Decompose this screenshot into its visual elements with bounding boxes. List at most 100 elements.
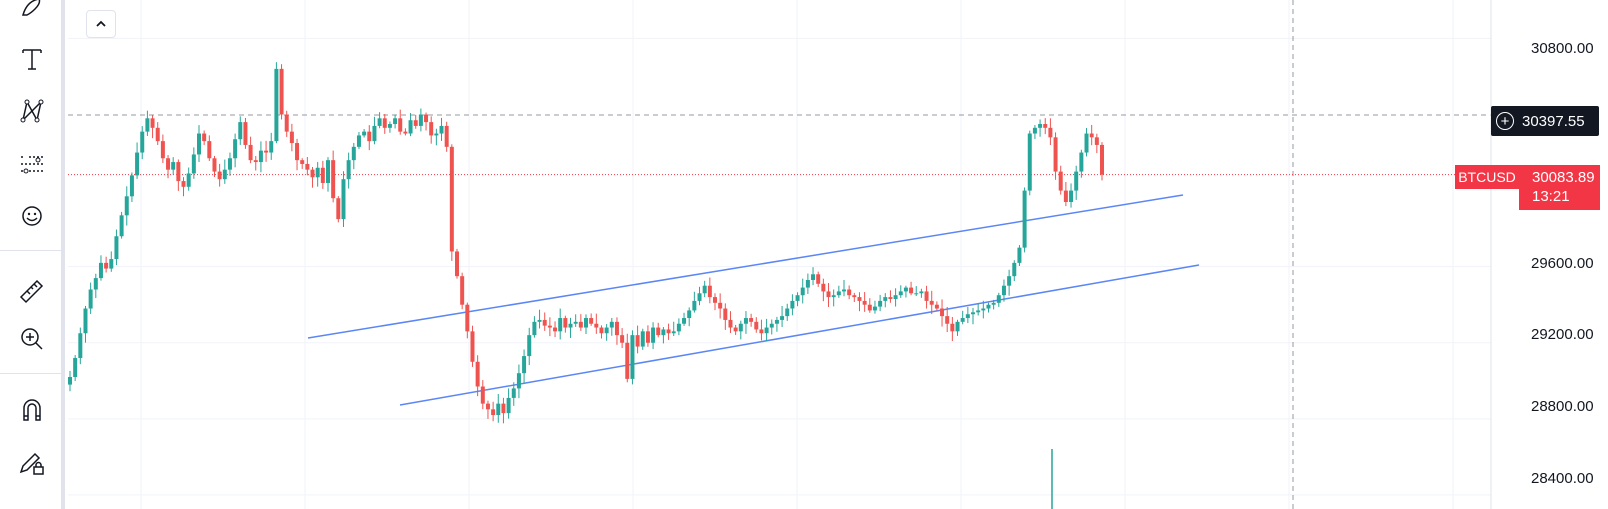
candle-body xyxy=(764,327,769,334)
candle-body xyxy=(553,327,558,332)
candle-body xyxy=(527,335,532,357)
plus-icon[interactable]: + xyxy=(1496,112,1514,130)
candle-body xyxy=(852,295,857,298)
candle-body xyxy=(1017,247,1022,263)
candle-body xyxy=(181,181,186,187)
candle-body xyxy=(733,327,738,332)
candle-body xyxy=(233,139,238,159)
candle-body xyxy=(816,274,821,284)
candle-body xyxy=(83,308,88,334)
brush-icon[interactable] xyxy=(14,0,50,28)
candle-body xyxy=(434,133,439,136)
candle-body xyxy=(785,308,790,317)
price-axis-label: 29200.00 xyxy=(1531,326,1594,343)
candle-body xyxy=(166,158,171,170)
candle-body xyxy=(310,169,315,178)
candle-body xyxy=(713,297,717,303)
candle-body xyxy=(599,327,604,334)
candle-body xyxy=(362,131,367,136)
candle-body xyxy=(346,160,351,180)
candle-body xyxy=(398,118,403,132)
prediction-measurement-icon[interactable] xyxy=(14,146,50,182)
candle-body xyxy=(284,114,289,132)
candle-body xyxy=(326,160,330,183)
candle-body xyxy=(429,122,434,136)
candle-body xyxy=(862,300,867,305)
last-price: 30083.89 xyxy=(1532,169,1595,186)
candle-body xyxy=(883,297,888,301)
candle-body xyxy=(780,316,785,320)
candle-body xyxy=(176,162,181,182)
candle-body xyxy=(320,167,325,183)
candle-body xyxy=(1043,124,1048,128)
candle-body xyxy=(367,131,372,142)
candle-body xyxy=(289,131,294,144)
candle-body xyxy=(331,160,336,199)
candle-body xyxy=(656,327,661,336)
candle-body xyxy=(243,122,248,145)
candle-body xyxy=(697,293,702,301)
candle-body xyxy=(1089,133,1094,138)
candle-body xyxy=(274,68,279,142)
candle-body xyxy=(506,397,511,414)
candle-body xyxy=(465,304,470,332)
candle-body xyxy=(671,331,676,334)
candle-body xyxy=(867,304,872,311)
candle-body xyxy=(160,141,165,159)
candle-body xyxy=(831,295,836,298)
candle-body xyxy=(336,198,341,220)
zoom-in-icon[interactable] xyxy=(14,321,50,357)
candle-body xyxy=(227,158,232,170)
channel-lower-trendline[interactable] xyxy=(399,264,1200,406)
ruler-icon[interactable] xyxy=(14,272,50,308)
candle-body xyxy=(728,319,733,328)
candle-body xyxy=(1012,262,1017,277)
candle-body xyxy=(264,150,269,153)
candle-body xyxy=(723,308,728,320)
channel-upper-trendline[interactable] xyxy=(307,194,1184,339)
candle-body xyxy=(109,259,114,269)
candle-body xyxy=(78,333,83,358)
candle-body xyxy=(630,335,635,379)
crosshair-price-tag[interactable]: + 30397.55 xyxy=(1491,106,1599,136)
candle-body xyxy=(707,285,712,298)
text-tool-icon[interactable] xyxy=(14,41,50,77)
candle-body xyxy=(305,163,310,170)
candle-body xyxy=(496,403,501,416)
candle-body xyxy=(424,114,429,123)
candle-body xyxy=(351,146,356,161)
magnet-icon[interactable] xyxy=(14,393,50,429)
candle-body xyxy=(945,316,950,324)
emoji-icon[interactable] xyxy=(14,198,50,234)
patterns-icon[interactable] xyxy=(14,93,50,129)
price-axis-label: 28800.00 xyxy=(1531,398,1594,415)
candle-body xyxy=(119,215,124,237)
candle-body xyxy=(475,361,480,387)
candle-body xyxy=(1079,152,1084,172)
candle-body xyxy=(1069,190,1074,203)
candle-body xyxy=(315,167,320,178)
candle-body xyxy=(222,169,227,180)
collapse-button[interactable] xyxy=(86,10,116,38)
candle-body xyxy=(620,335,625,343)
candle-body xyxy=(909,287,914,294)
candle-body xyxy=(439,125,444,134)
candle-body xyxy=(542,319,547,326)
candle-body xyxy=(635,335,640,347)
candle-body xyxy=(238,122,243,140)
candle-body xyxy=(878,300,883,307)
candle-body xyxy=(491,409,496,416)
candle-body xyxy=(140,131,145,153)
candle-body xyxy=(135,152,140,176)
candle-body xyxy=(480,386,485,404)
candle-body xyxy=(88,289,93,309)
candle-body xyxy=(836,291,841,296)
candle-body xyxy=(522,356,527,374)
candle-body xyxy=(872,306,877,311)
candle-body xyxy=(584,318,588,328)
candle-body xyxy=(821,283,826,292)
candle-body xyxy=(114,236,119,260)
lock-drawings-icon[interactable] xyxy=(14,445,50,481)
symbol-label: BTCUSD xyxy=(1455,165,1519,189)
